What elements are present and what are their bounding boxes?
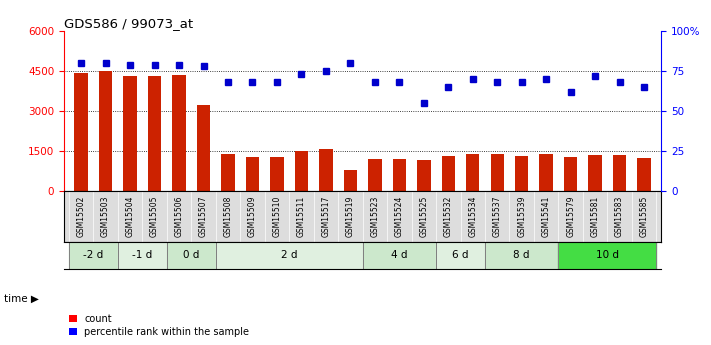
Text: GSM15511: GSM15511 — [297, 195, 306, 237]
Text: GSM15510: GSM15510 — [272, 195, 282, 237]
Text: GSM15532: GSM15532 — [444, 195, 453, 237]
Bar — [246, 157, 260, 191]
Bar — [294, 150, 308, 191]
Text: GSM15534: GSM15534 — [469, 195, 477, 237]
Text: GDS586 / 99073_at: GDS586 / 99073_at — [64, 17, 193, 30]
Text: GSM15525: GSM15525 — [419, 195, 428, 237]
Bar — [613, 155, 626, 191]
Bar — [75, 73, 88, 191]
Text: GSM15507: GSM15507 — [199, 195, 208, 237]
Text: GSM15585: GSM15585 — [640, 195, 648, 237]
Bar — [515, 156, 528, 191]
Text: 4 d: 4 d — [391, 250, 407, 260]
Text: GSM15541: GSM15541 — [542, 195, 551, 237]
Text: GSM15508: GSM15508 — [223, 195, 232, 237]
Text: GSM15579: GSM15579 — [566, 195, 575, 237]
Text: GSM15504: GSM15504 — [126, 195, 134, 237]
Bar — [99, 71, 112, 191]
Bar — [221, 154, 235, 191]
Text: GSM15581: GSM15581 — [591, 195, 599, 237]
Text: GSM15539: GSM15539 — [517, 195, 526, 237]
Bar — [392, 159, 406, 191]
Text: GSM15583: GSM15583 — [615, 195, 624, 237]
Text: 6 d: 6 d — [452, 250, 469, 260]
Text: GSM15503: GSM15503 — [101, 195, 110, 237]
Text: 10 d: 10 d — [596, 250, 619, 260]
Bar — [417, 160, 431, 191]
Bar — [368, 159, 382, 191]
Text: GSM15502: GSM15502 — [77, 195, 85, 237]
Text: GSM15506: GSM15506 — [174, 195, 183, 237]
Bar — [197, 105, 210, 191]
Bar — [172, 76, 186, 191]
Text: -1 d: -1 d — [132, 250, 152, 260]
Text: 8 d: 8 d — [513, 250, 530, 260]
Bar — [148, 76, 161, 191]
Bar — [589, 155, 602, 191]
Text: GSM15517: GSM15517 — [321, 195, 331, 237]
Text: 2 d: 2 d — [281, 250, 297, 260]
Bar — [540, 154, 553, 191]
Text: GSM15505: GSM15505 — [150, 195, 159, 237]
Text: GSM15537: GSM15537 — [493, 195, 502, 237]
Text: time ▶: time ▶ — [4, 294, 38, 303]
Text: 0 d: 0 d — [183, 250, 200, 260]
Bar — [564, 157, 577, 191]
Bar — [123, 76, 137, 191]
Bar — [442, 156, 455, 191]
Text: -2 d: -2 d — [83, 250, 104, 260]
Text: GSM15524: GSM15524 — [395, 195, 404, 237]
Bar — [319, 149, 333, 191]
Text: GSM15523: GSM15523 — [370, 195, 380, 237]
Bar — [491, 154, 504, 191]
Bar — [343, 170, 357, 191]
Bar — [466, 154, 479, 191]
Text: GSM15519: GSM15519 — [346, 195, 355, 237]
Bar — [270, 157, 284, 191]
Legend: count, percentile rank within the sample: count, percentile rank within the sample — [69, 314, 250, 337]
Bar — [637, 158, 651, 191]
Text: GSM15509: GSM15509 — [248, 195, 257, 237]
